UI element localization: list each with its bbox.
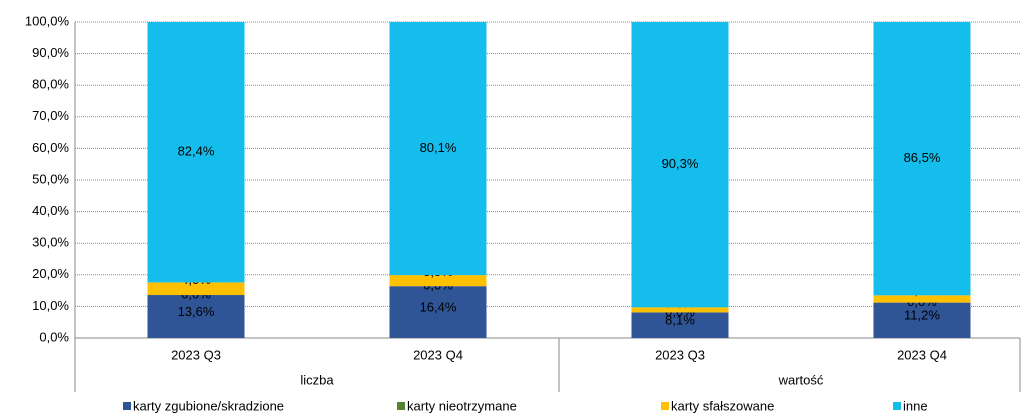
legend-label: karty sfałszowane bbox=[671, 398, 774, 413]
value-label: 13,6% bbox=[178, 304, 215, 319]
value-label: 86,5% bbox=[904, 150, 941, 165]
y-tick-label: 40,0% bbox=[32, 203, 69, 218]
bar-segment bbox=[147, 22, 245, 283]
group-label: wartość bbox=[778, 372, 824, 387]
value-label: 90,3% bbox=[662, 156, 699, 171]
y-tick-label: 100,0% bbox=[25, 13, 70, 28]
y-tick-label: 50,0% bbox=[32, 171, 69, 186]
y-tick-label: 20,0% bbox=[32, 266, 69, 281]
value-label: 8,1% bbox=[665, 313, 695, 328]
bar-segment bbox=[873, 295, 971, 303]
x-tick-label: 2023 Q4 bbox=[413, 347, 463, 362]
bar-segment bbox=[147, 282, 245, 296]
y-tick-label: 80,0% bbox=[32, 77, 69, 92]
x-tick-label: 2023 Q4 bbox=[897, 347, 947, 362]
legend-swatch bbox=[661, 402, 669, 410]
y-tick-label: 0,0% bbox=[39, 329, 69, 344]
x-tick-label: 2023 Q3 bbox=[171, 347, 221, 362]
value-label: 16,4% bbox=[420, 300, 457, 315]
bar-segment bbox=[389, 275, 487, 287]
bar-segment bbox=[873, 22, 971, 296]
legend-label: inne bbox=[903, 398, 928, 413]
value-label: 82,4% bbox=[178, 144, 215, 159]
y-tick-label: 70,0% bbox=[32, 108, 69, 123]
bar-segment bbox=[389, 22, 487, 276]
legend-label: karty nieotrzymane bbox=[407, 398, 517, 413]
bar-segment bbox=[873, 302, 971, 338]
bar-segment bbox=[389, 286, 487, 338]
bar-segment bbox=[631, 307, 729, 313]
legend-label: karty zgubione/skradzione bbox=[133, 398, 284, 413]
bar-segment bbox=[631, 22, 729, 308]
legend-swatch bbox=[893, 402, 901, 410]
y-tick-label: 90,0% bbox=[32, 45, 69, 60]
group-label: liczba bbox=[300, 372, 334, 387]
bar-segment bbox=[147, 295, 245, 338]
legend-swatch bbox=[397, 402, 405, 410]
y-tick-label: 60,0% bbox=[32, 140, 69, 155]
y-tick-label: 30,0% bbox=[32, 235, 69, 250]
y-tick-label: 10,0% bbox=[32, 298, 69, 313]
bar-segment bbox=[631, 312, 729, 338]
legend-swatch bbox=[123, 402, 131, 410]
x-tick-label: 2023 Q3 bbox=[655, 347, 705, 362]
value-label: 80,1% bbox=[420, 140, 457, 155]
value-label: 11,2% bbox=[904, 308, 940, 323]
